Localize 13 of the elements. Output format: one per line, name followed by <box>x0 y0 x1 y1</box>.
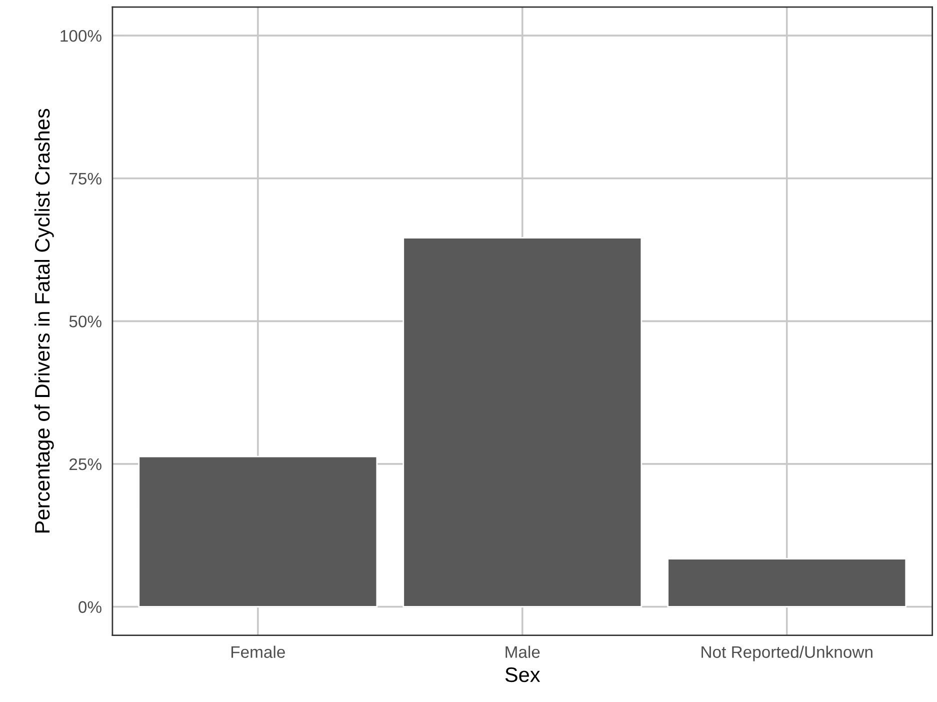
x-axis-title: Sex <box>505 667 540 682</box>
x-tick-label: Female <box>231 646 285 658</box>
y-tick-label: 0% <box>78 601 102 613</box>
y-tick-label: 25% <box>70 458 102 470</box>
x-tick-label: Male <box>506 646 540 658</box>
y-tick-label: 50% <box>69 316 102 328</box>
y-tick-label: 75% <box>70 172 102 185</box>
bar <box>402 237 642 608</box>
bar <box>667 558 907 608</box>
y-tick-label: 100% <box>60 30 102 42</box>
bar <box>138 456 378 608</box>
x-tick-label: Not Reported/Unknown <box>702 646 872 662</box>
y-axis-title: Percentage of Drivers in Fatal Cyclist Crashes <box>34 108 54 532</box>
